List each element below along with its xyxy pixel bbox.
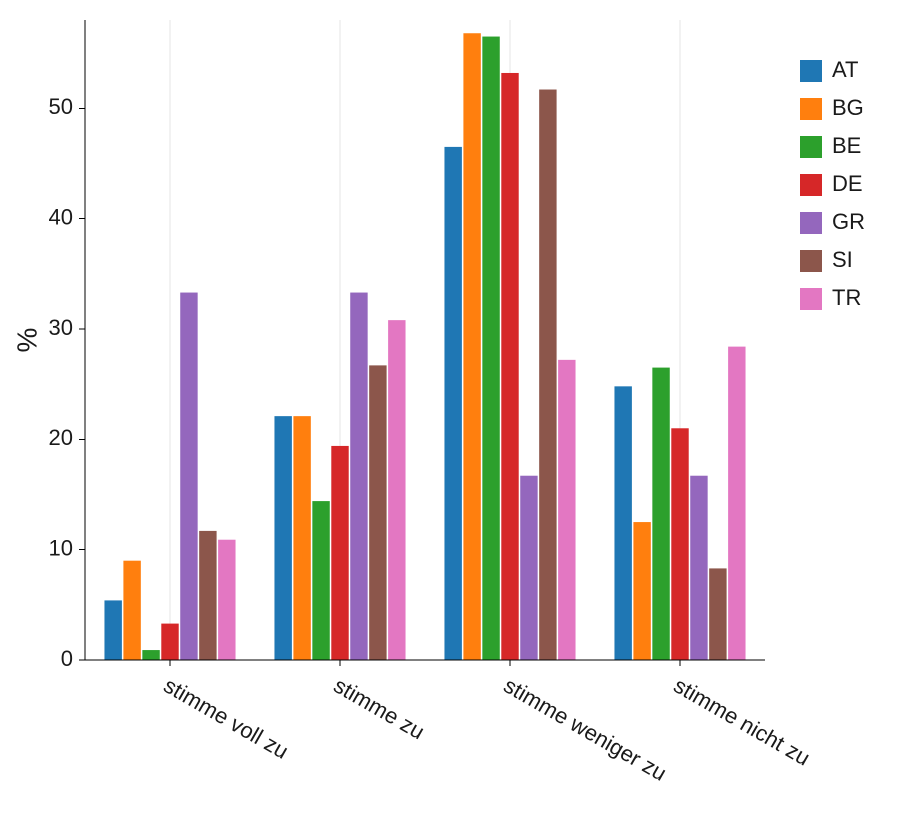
bar-TR (558, 360, 575, 660)
chart-svg: 01020304050%stimme voll zustimme zustimm… (0, 0, 912, 838)
bar-AT (614, 386, 631, 660)
y-tick-label: 0 (61, 646, 73, 671)
legend-swatch-AT (800, 60, 822, 82)
legend-label-TR: TR (832, 285, 861, 310)
y-axis-label: % (11, 328, 42, 353)
bar-BE (312, 501, 329, 660)
bar-DE (501, 73, 518, 660)
bar-SI (199, 531, 216, 660)
bar-TR (728, 347, 745, 660)
legend-swatch-BE (800, 136, 822, 158)
bar-AT (444, 147, 461, 660)
bar-AT (104, 600, 121, 660)
legend-label-DE: DE (832, 171, 863, 196)
legend-label-SI: SI (832, 247, 853, 272)
legend-label-BG: BG (832, 95, 864, 120)
legend-label-GR: GR (832, 209, 865, 234)
grouped-bar-chart: 01020304050%stimme voll zustimme zustimm… (0, 0, 912, 838)
bar-SI (369, 365, 386, 660)
y-tick-label: 40 (49, 204, 73, 229)
legend-label-AT: AT (832, 57, 858, 82)
bar-DE (161, 624, 178, 660)
bar-TR (218, 540, 235, 660)
y-tick-label: 10 (49, 535, 73, 560)
bar-BG (463, 33, 480, 660)
bar-GR (690, 476, 707, 660)
bar-SI (539, 90, 556, 660)
legend-swatch-BG (800, 98, 822, 120)
y-tick-label: 50 (49, 94, 73, 119)
bar-GR (520, 476, 537, 660)
legend-swatch-DE (800, 174, 822, 196)
legend-swatch-GR (800, 212, 822, 234)
bar-BG (293, 416, 310, 660)
bar-GR (350, 293, 367, 660)
bar-TR (388, 320, 405, 660)
y-tick-label: 30 (49, 315, 73, 340)
bar-GR (180, 293, 197, 660)
legend-swatch-SI (800, 250, 822, 272)
bar-DE (671, 428, 688, 660)
bar-AT (274, 416, 291, 660)
legend-swatch-TR (800, 288, 822, 310)
y-tick-label: 20 (49, 425, 73, 450)
bar-BG (123, 561, 140, 660)
bar-BE (482, 37, 499, 660)
bar-DE (331, 446, 348, 660)
legend-label-BE: BE (832, 133, 861, 158)
bar-BE (142, 650, 159, 660)
bar-BE (652, 368, 669, 660)
bar-BG (633, 522, 650, 660)
bar-SI (709, 568, 726, 660)
